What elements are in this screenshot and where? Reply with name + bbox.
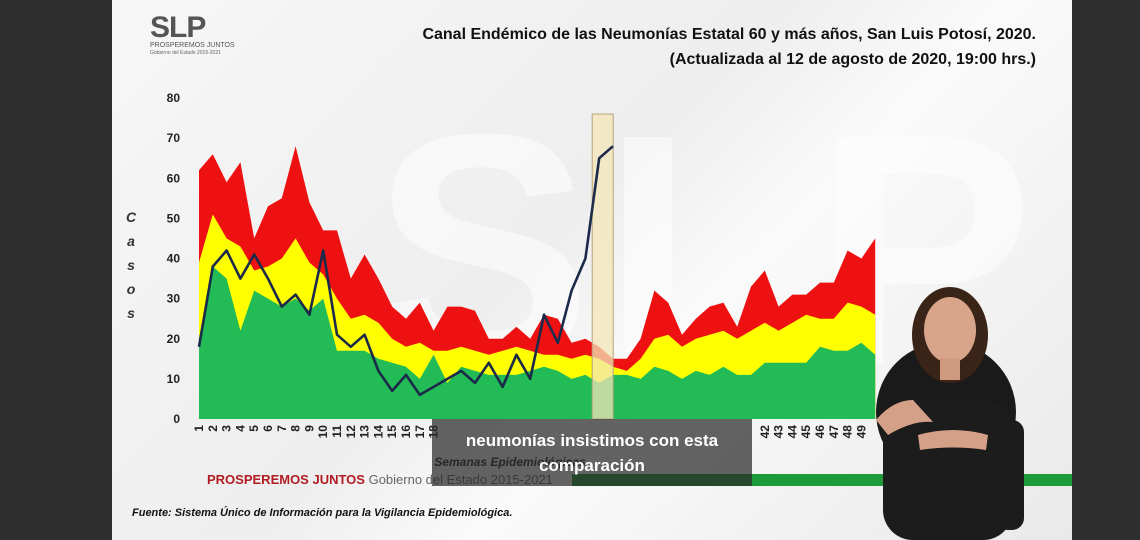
caption-text: neumonías insistimos con esta comparació… [432, 428, 752, 478]
y-tick-label: 30 [167, 292, 181, 306]
x-tick-label: 47 [827, 425, 841, 439]
logo-mark: SLP [150, 11, 206, 44]
x-tick-label: 8 [289, 425, 303, 432]
y-tick-label: 40 [167, 252, 181, 266]
chart-title: Canal Endémico de las Neumonías Estatal … [422, 22, 1036, 72]
x-tick-label: 16 [399, 425, 413, 439]
x-tick-label: 9 [302, 425, 316, 432]
slp-logo: SLP PROSPEREMOS JUNTOS Gobierno del Esta… [150, 11, 235, 57]
x-tick-label: 45 [799, 425, 813, 439]
letterbox-left [0, 0, 112, 540]
logo-subline: Gobierno del Estado 2015-2021 [150, 50, 221, 56]
y-tick-label: 80 [167, 91, 181, 105]
x-tick-label: 42 [758, 425, 772, 439]
x-tick-label: 17 [413, 425, 427, 439]
x-tick-label: 3 [220, 425, 234, 432]
y-tick-label: 70 [167, 131, 181, 145]
y-tick-label: 50 [167, 211, 181, 225]
title-line-2: (Actualizada al 12 de agosto de 2020, 19… [669, 51, 1036, 68]
x-tick-label: 12 [344, 425, 358, 439]
y-tick-label: 20 [167, 332, 181, 346]
y-tick-label: 10 [167, 372, 181, 386]
footer-brand-bold: PROSPEREMOS JUNTOS [207, 472, 365, 487]
title-line-1: Canal Endémico de las Neumonías Estatal … [422, 26, 1036, 43]
x-tick-label: 1 [192, 425, 206, 432]
x-tick-label: 48 [841, 425, 855, 439]
x-tick-label: 6 [261, 425, 275, 432]
series-safety-zone [199, 266, 876, 419]
y-axis-label: Casos [125, 209, 137, 321]
y-tick-label: 0 [173, 412, 180, 426]
data-source: Fuente: Sistema Único de Información par… [132, 507, 513, 519]
x-tick-label: 14 [371, 425, 385, 439]
x-tick-label: 44 [785, 425, 799, 439]
caption-line-2: comparación [539, 456, 645, 475]
x-tick-label: 10 [316, 425, 330, 439]
letterbox-right [1072, 0, 1140, 540]
y-tick-label: 60 [167, 171, 181, 185]
x-tick-label: 11 [330, 425, 344, 438]
x-tick-label: 7 [275, 425, 289, 432]
x-tick-label: 49 [854, 425, 868, 439]
x-tick-label: 5 [247, 425, 261, 432]
sign-language-interpreter [876, 287, 1024, 540]
x-tick-label: 4 [233, 425, 247, 432]
highlight-week-band [591, 113, 614, 420]
caption-line-1: neumonías insistimos con esta [465, 431, 719, 450]
logo-tagline: PROSPEREMOS JUNTOS [150, 42, 235, 49]
caption-box [432, 419, 752, 486]
x-tick-label: 43 [772, 425, 786, 439]
x-tick-label: 2 [206, 425, 220, 432]
x-tick-label: 13 [358, 425, 372, 439]
x-tick-label: 46 [813, 425, 827, 439]
x-tick-label: 15 [385, 425, 399, 439]
series-current-year-line [197, 145, 614, 397]
